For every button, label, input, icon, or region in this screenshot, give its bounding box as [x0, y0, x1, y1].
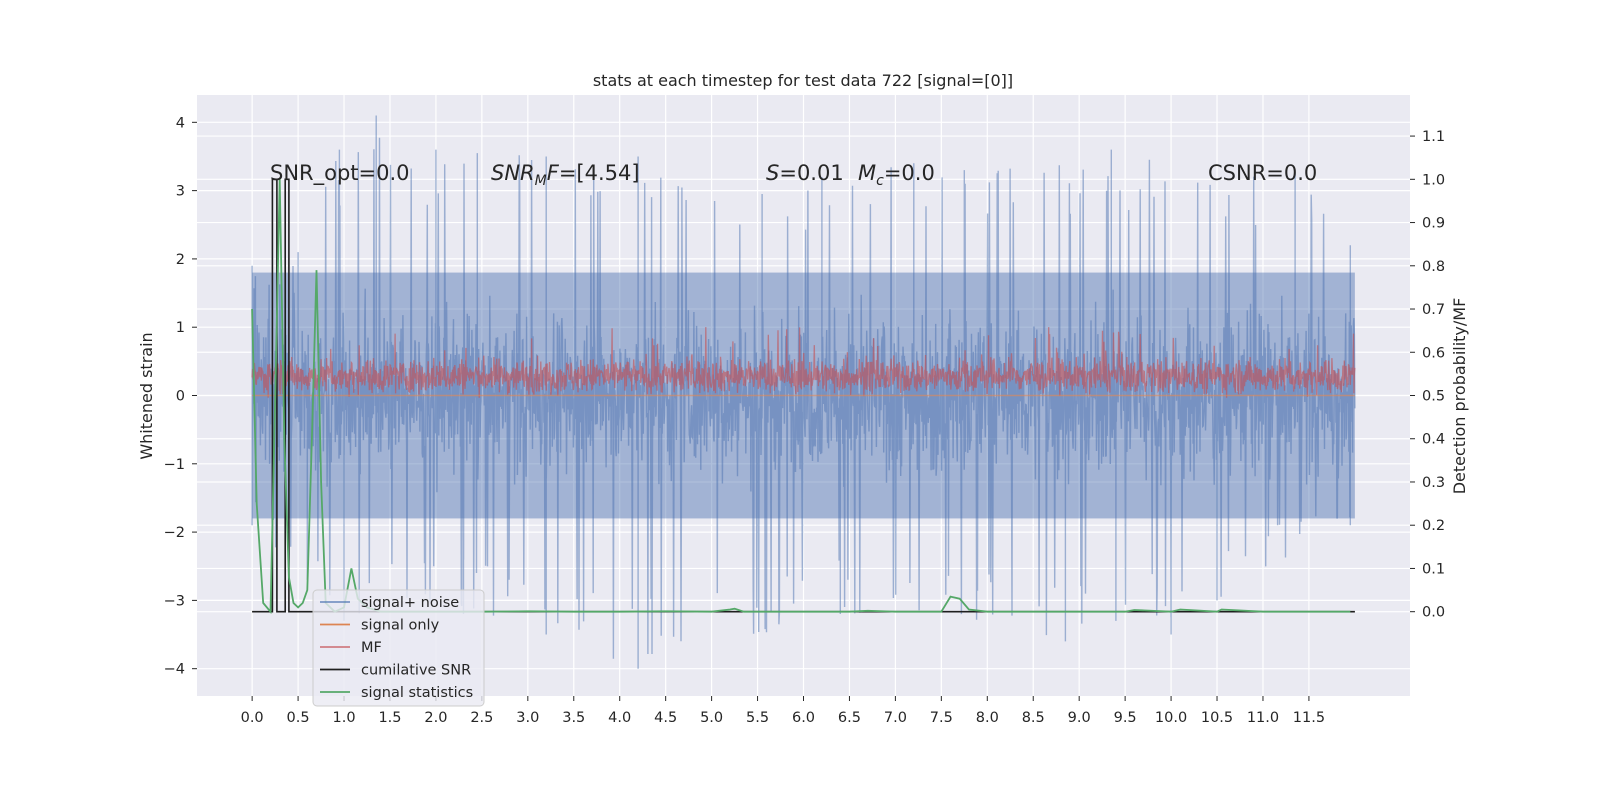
y2-tick-label: 0.4 [1422, 432, 1445, 448]
legend-entry: cumilative SNR [361, 663, 471, 679]
x-tick-label: 0.0 [241, 710, 264, 726]
x-tick-label: 4.5 [654, 710, 677, 726]
series-signal-statistics [251, 179, 1351, 615]
y2-tick-label: 0.3 [1422, 475, 1445, 491]
x-tick-label: 1.5 [378, 710, 401, 726]
x-tick-label: 2.0 [424, 710, 447, 726]
legend-entry: signal statistics [361, 685, 473, 701]
y2-tick-label: 0.2 [1422, 518, 1445, 534]
y-tick-label: −2 [164, 525, 185, 541]
x-tick-label: 11.5 [1293, 710, 1325, 726]
x-tick-label: 7.0 [884, 710, 907, 726]
y-tick-label: −3 [164, 593, 185, 609]
x-tick-label: 2.5 [470, 710, 493, 726]
x-tick-label: 9.5 [1114, 710, 1137, 726]
legend: signal+ noise signal only MF cumilative SNR… [312, 589, 485, 707]
x-tick-label: 7.5 [930, 710, 953, 726]
x-tick-label: 10.0 [1155, 710, 1187, 726]
y-axis-ticks: 4 3 2 1 0 −1 −2 −3 −4 [164, 115, 197, 678]
y-tick-label: 2 [176, 252, 185, 268]
series-cumilative-snr [252, 178, 1355, 613]
x-tick-label: 1.0 [332, 710, 355, 726]
x-tick-label: 11.0 [1247, 710, 1279, 726]
y-tick-label: 1 [176, 320, 185, 336]
y2-tick-label: 0.6 [1422, 345, 1445, 361]
x-tick-label: 8.0 [976, 710, 999, 726]
x-tick-label: 6.5 [838, 710, 861, 726]
x-axis-ticks: 0.0 0.5 1.0 1.5 2.0 2.5 3.0 3.5 4.0 4.5 5.0 5.5 6.0 6… [241, 696, 1325, 726]
y2-tick-label: 0.5 [1422, 389, 1445, 405]
y-tick-label: −1 [164, 457, 185, 473]
signal-statistics-line [251, 179, 1351, 615]
x-tick-label: 9.0 [1068, 710, 1091, 726]
x-tick-label: 4.0 [608, 710, 631, 726]
x-tick-label: 5.5 [746, 710, 769, 726]
y2-tick-label: 0.1 [1422, 561, 1445, 577]
x-tick-label: 6.0 [792, 710, 815, 726]
y2-tick-label: 0.0 [1422, 605, 1445, 621]
series-mf [251, 327, 1356, 398]
legend-box [312, 589, 485, 707]
legend-entry: signal only [361, 618, 440, 634]
y-tick-label: 3 [176, 184, 185, 200]
annotation-s: S=0.01 [766, 161, 844, 185]
y2-tick-label: 0.9 [1422, 216, 1445, 232]
y2-tick-label: 0.7 [1422, 302, 1445, 318]
cumilative-snr-line [252, 178, 1355, 613]
legend-entry: MF [361, 640, 382, 656]
y-axis-label: Whitened strain [137, 332, 156, 459]
y-tick-label: 0 [176, 389, 185, 405]
y-tick-label: −4 [164, 662, 185, 678]
y2-tick-label: 1.0 [1422, 172, 1445, 188]
x-tick-label: 3.0 [516, 710, 539, 726]
x-tick-label: 5.0 [700, 710, 723, 726]
chart-title: stats at each timestep for test data 722… [593, 71, 1013, 90]
x-tick-label: 8.5 [1022, 710, 1045, 726]
y2-axis-label: Detection probability/MF [1450, 298, 1469, 495]
annotation-mc: Mc=0.0 [858, 161, 935, 189]
x-tick-label: 0.5 [287, 710, 310, 726]
annotation-snr-mf: SNRMF=[4.54] [491, 161, 640, 189]
y2-axis-ticks: 1.1 1.0 0.9 0.8 0.7 0.6 0.5 0.4 0.3 0.2 0.1 0.0 [1410, 129, 1445, 621]
legend-entry: signal+ noise [361, 595, 459, 611]
annotation-csnr: CSNR=0.0 [1208, 161, 1317, 185]
y-tick-label: 4 [176, 115, 185, 131]
x-tick-label: 3.5 [562, 710, 585, 726]
y2-tick-label: 0.8 [1422, 259, 1445, 275]
mf-trace [251, 327, 1356, 398]
annotation-snr-opt: SNR_opt=0.0 [270, 161, 410, 186]
x-tick-label: 10.5 [1201, 710, 1233, 726]
y2-tick-label: 1.1 [1422, 129, 1445, 145]
